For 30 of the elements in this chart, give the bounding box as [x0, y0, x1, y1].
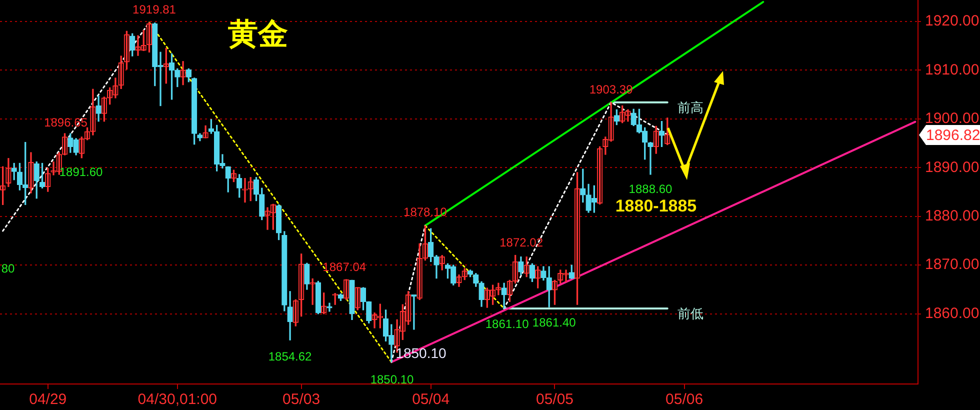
text: 黄金 [228, 16, 288, 52]
text: 1896.82 [926, 127, 980, 144]
x-tick-label: 05/04 [412, 391, 450, 408]
y-tick-label: 1860.00 [925, 304, 980, 322]
y-tick-label: 1890.00 [925, 158, 980, 176]
x-tick-label: 05/03 [282, 391, 320, 408]
annotation: 1872.02 [500, 236, 544, 250]
x-tick-label: 04/30,01:00 [138, 391, 218, 408]
annotation: 1919.81 [132, 2, 176, 17]
series-label: 前高 [677, 100, 704, 116]
y-tick-label: 1920.00 [925, 12, 980, 30]
annotation: 1878.10 [404, 204, 448, 219]
annotation: 1867.04 [322, 260, 366, 274]
annotation: 1850.10 [370, 372, 414, 386]
y-tick-label: 1870.00 [925, 256, 980, 274]
annotation: 1854.62 [268, 349, 312, 364]
annotation: 1861.10 [485, 316, 530, 331]
y-tick-label: 1900.00 [925, 110, 980, 128]
y-tick-label: 1910.00 [925, 61, 980, 78]
annotation: 80 [1, 261, 15, 276]
x-tick-label: 04/29 [29, 391, 67, 408]
x-tick-label: 05/06 [666, 391, 704, 408]
annotation: 1896.65 [44, 116, 88, 130]
series-label: 前低 [677, 306, 704, 322]
annotation: 1888.60 [628, 182, 672, 196]
annotation: 1891.60 [59, 165, 104, 180]
annotation: 1880-1885 [615, 196, 697, 216]
annotation: 1861.40 [532, 315, 576, 330]
y-tick-label: 1880.00 [925, 208, 980, 225]
x-tick-label: 05/05 [536, 391, 574, 408]
